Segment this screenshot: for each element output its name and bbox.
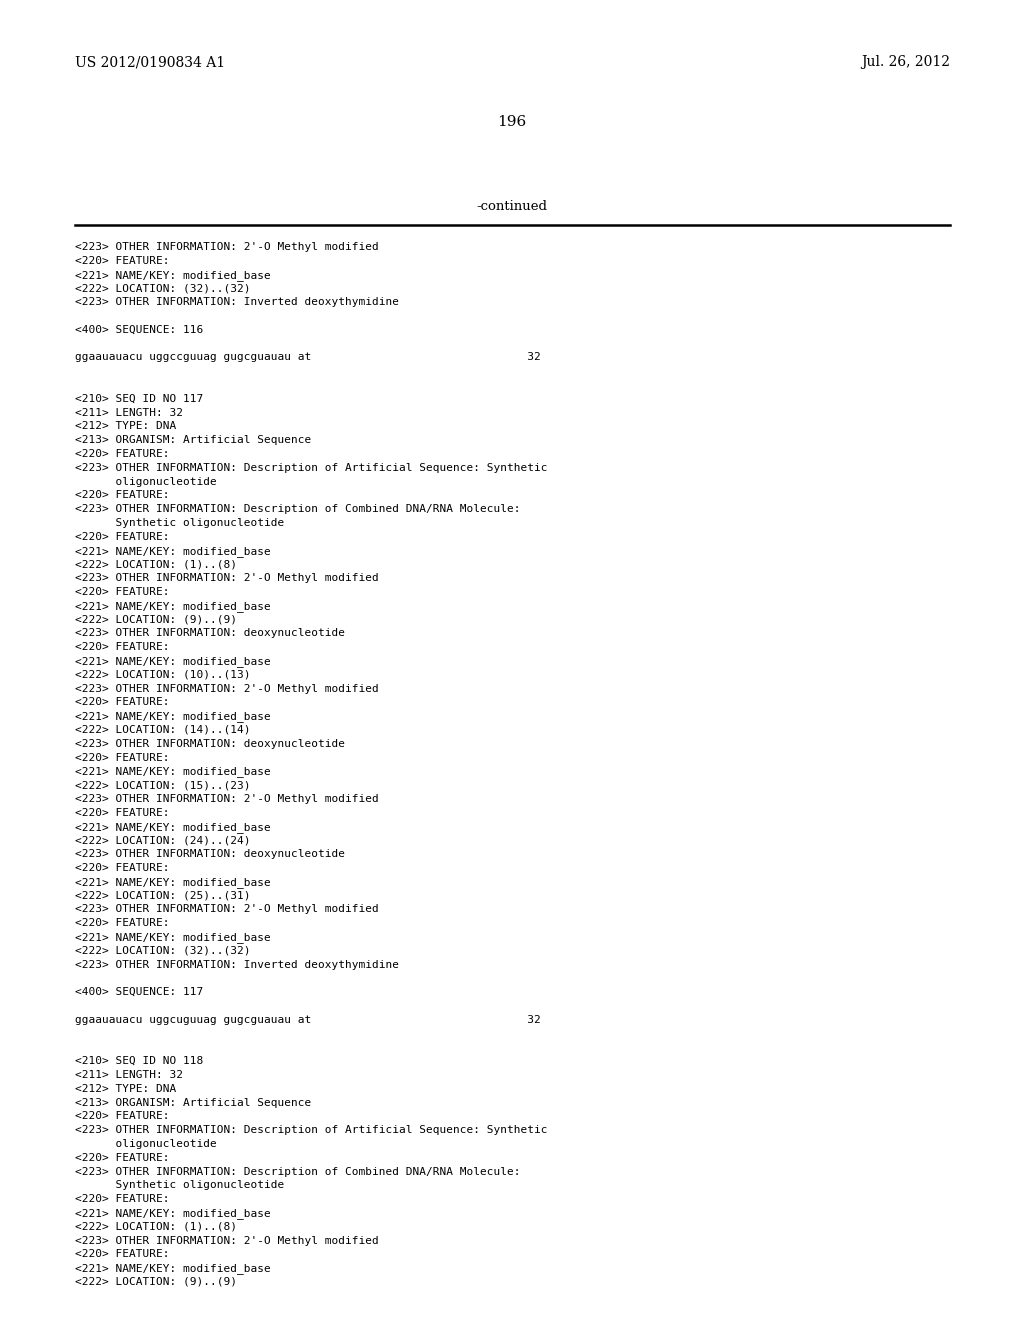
Text: <222> LOCATION: (32)..(32): <222> LOCATION: (32)..(32) [75, 284, 251, 293]
Text: <222> LOCATION: (15)..(23): <222> LOCATION: (15)..(23) [75, 780, 251, 791]
Text: <222> LOCATION: (9)..(9): <222> LOCATION: (9)..(9) [75, 615, 237, 624]
Text: <223> OTHER INFORMATION: 2'-O Methyl modified: <223> OTHER INFORMATION: 2'-O Methyl mod… [75, 1236, 379, 1246]
Text: <221> NAME/KEY: modified_base: <221> NAME/KEY: modified_base [75, 656, 270, 667]
Text: <222> LOCATION: (1)..(8): <222> LOCATION: (1)..(8) [75, 560, 237, 569]
Text: <222> LOCATION: (24)..(24): <222> LOCATION: (24)..(24) [75, 836, 251, 845]
Text: 196: 196 [498, 115, 526, 129]
Text: <213> ORGANISM: Artificial Sequence: <213> ORGANISM: Artificial Sequence [75, 1098, 311, 1107]
Text: <221> NAME/KEY: modified_base: <221> NAME/KEY: modified_base [75, 545, 270, 557]
Text: <220> FEATURE:: <220> FEATURE: [75, 587, 170, 597]
Text: <220> FEATURE:: <220> FEATURE: [75, 532, 170, 541]
Text: <220> FEATURE:: <220> FEATURE: [75, 808, 170, 818]
Text: ggaauauacu uggccguuag gugcguauau at                                32: ggaauauacu uggccguuag gugcguauau at 32 [75, 352, 541, 363]
Text: <221> NAME/KEY: modified_base: <221> NAME/KEY: modified_base [75, 1208, 270, 1218]
Text: <222> LOCATION: (1)..(8): <222> LOCATION: (1)..(8) [75, 1222, 237, 1232]
Text: oligonucleotide: oligonucleotide [75, 1139, 217, 1148]
Text: <220> FEATURE:: <220> FEATURE: [75, 919, 170, 928]
Text: <223> OTHER INFORMATION: deoxynucleotide: <223> OTHER INFORMATION: deoxynucleotide [75, 849, 345, 859]
Text: <222> LOCATION: (9)..(9): <222> LOCATION: (9)..(9) [75, 1276, 237, 1287]
Text: <221> NAME/KEY: modified_base: <221> NAME/KEY: modified_base [75, 821, 270, 833]
Text: <220> FEATURE:: <220> FEATURE: [75, 1111, 170, 1122]
Text: US 2012/0190834 A1: US 2012/0190834 A1 [75, 55, 225, 69]
Text: <400> SEQUENCE: 117: <400> SEQUENCE: 117 [75, 987, 203, 997]
Text: <220> FEATURE:: <220> FEATURE: [75, 1250, 170, 1259]
Text: <212> TYPE: DNA: <212> TYPE: DNA [75, 1084, 176, 1094]
Text: <223> OTHER INFORMATION: Description of Artificial Sequence: Synthetic: <223> OTHER INFORMATION: Description of … [75, 1125, 548, 1135]
Text: <221> NAME/KEY: modified_base: <221> NAME/KEY: modified_base [75, 269, 270, 281]
Text: <212> TYPE: DNA: <212> TYPE: DNA [75, 421, 176, 432]
Text: <220> FEATURE:: <220> FEATURE: [75, 491, 170, 500]
Text: <221> NAME/KEY: modified_base: <221> NAME/KEY: modified_base [75, 601, 270, 611]
Text: <223> OTHER INFORMATION: Description of Artificial Sequence: Synthetic: <223> OTHER INFORMATION: Description of … [75, 463, 548, 473]
Text: <221> NAME/KEY: modified_base: <221> NAME/KEY: modified_base [75, 767, 270, 777]
Text: <222> LOCATION: (10)..(13): <222> LOCATION: (10)..(13) [75, 669, 251, 680]
Text: <223> OTHER INFORMATION: Inverted deoxythymidine: <223> OTHER INFORMATION: Inverted deoxyt… [75, 960, 399, 970]
Text: <400> SEQUENCE: 116: <400> SEQUENCE: 116 [75, 325, 203, 335]
Text: <222> LOCATION: (14)..(14): <222> LOCATION: (14)..(14) [75, 725, 251, 735]
Text: Synthetic oligonucleotide: Synthetic oligonucleotide [75, 1180, 285, 1191]
Text: <220> FEATURE:: <220> FEATURE: [75, 752, 170, 763]
Text: <221> NAME/KEY: modified_base: <221> NAME/KEY: modified_base [75, 711, 270, 722]
Text: <223> OTHER INFORMATION: Description of Combined DNA/RNA Molecule:: <223> OTHER INFORMATION: Description of … [75, 504, 520, 515]
Text: <223> OTHER INFORMATION: deoxynucleotide: <223> OTHER INFORMATION: deoxynucleotide [75, 628, 345, 639]
Text: <223> OTHER INFORMATION: 2'-O Methyl modified: <223> OTHER INFORMATION: 2'-O Methyl mod… [75, 795, 379, 804]
Text: <213> ORGANISM: Artificial Sequence: <213> ORGANISM: Artificial Sequence [75, 436, 311, 445]
Text: Jul. 26, 2012: Jul. 26, 2012 [861, 55, 950, 69]
Text: -continued: -continued [476, 201, 548, 213]
Text: <221> NAME/KEY: modified_base: <221> NAME/KEY: modified_base [75, 1263, 270, 1274]
Text: <220> FEATURE:: <220> FEATURE: [75, 1195, 170, 1204]
Text: <223> OTHER INFORMATION: 2'-O Methyl modified: <223> OTHER INFORMATION: 2'-O Methyl mod… [75, 684, 379, 693]
Text: <220> FEATURE:: <220> FEATURE: [75, 256, 170, 265]
Text: Synthetic oligonucleotide: Synthetic oligonucleotide [75, 517, 285, 528]
Text: <223> OTHER INFORMATION: Description of Combined DNA/RNA Molecule:: <223> OTHER INFORMATION: Description of … [75, 1167, 520, 1176]
Text: <220> FEATURE:: <220> FEATURE: [75, 1152, 170, 1163]
Text: <221> NAME/KEY: modified_base: <221> NAME/KEY: modified_base [75, 932, 270, 942]
Text: <220> FEATURE:: <220> FEATURE: [75, 449, 170, 459]
Text: <220> FEATURE:: <220> FEATURE: [75, 643, 170, 652]
Text: <223> OTHER INFORMATION: deoxynucleotide: <223> OTHER INFORMATION: deoxynucleotide [75, 739, 345, 748]
Text: <223> OTHER INFORMATION: 2'-O Methyl modified: <223> OTHER INFORMATION: 2'-O Methyl mod… [75, 242, 379, 252]
Text: <220> FEATURE:: <220> FEATURE: [75, 863, 170, 873]
Text: <223> OTHER INFORMATION: 2'-O Methyl modified: <223> OTHER INFORMATION: 2'-O Methyl mod… [75, 904, 379, 915]
Text: oligonucleotide: oligonucleotide [75, 477, 217, 487]
Text: <223> OTHER INFORMATION: 2'-O Methyl modified: <223> OTHER INFORMATION: 2'-O Methyl mod… [75, 573, 379, 583]
Text: <222> LOCATION: (25)..(31): <222> LOCATION: (25)..(31) [75, 891, 251, 900]
Text: <210> SEQ ID NO 118: <210> SEQ ID NO 118 [75, 1056, 203, 1067]
Text: <223> OTHER INFORMATION: Inverted deoxythymidine: <223> OTHER INFORMATION: Inverted deoxyt… [75, 297, 399, 308]
Text: <220> FEATURE:: <220> FEATURE: [75, 697, 170, 708]
Text: <221> NAME/KEY: modified_base: <221> NAME/KEY: modified_base [75, 876, 270, 888]
Text: <211> LENGTH: 32: <211> LENGTH: 32 [75, 1071, 183, 1080]
Text: <210> SEQ ID NO 117: <210> SEQ ID NO 117 [75, 393, 203, 404]
Text: <222> LOCATION: (32)..(32): <222> LOCATION: (32)..(32) [75, 946, 251, 956]
Text: <211> LENGTH: 32: <211> LENGTH: 32 [75, 408, 183, 417]
Text: ggaauauacu uggcuguuag gugcguauau at                                32: ggaauauacu uggcuguuag gugcguauau at 32 [75, 1015, 541, 1024]
